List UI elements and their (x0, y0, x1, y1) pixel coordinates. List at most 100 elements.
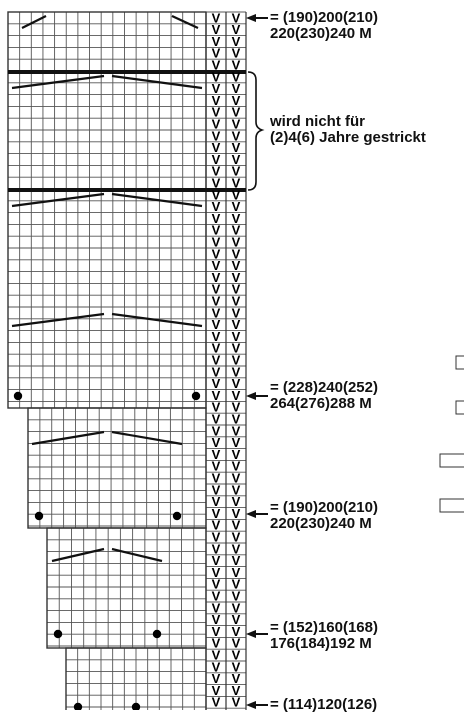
stitch-count-line1: = (190)200(210) (270, 499, 378, 516)
knit-v-symbol: V (212, 695, 221, 710)
section-outline (46, 527, 207, 649)
knit-v-symbol: V (212, 81, 221, 96)
curly-bracket (247, 71, 265, 191)
knit-v-symbol: V (212, 140, 221, 155)
knit-v-symbol: V (232, 294, 241, 309)
knit-v-symbol: V (212, 565, 221, 580)
knit-v-symbol: V (232, 199, 241, 214)
knit-v-symbol: V (212, 34, 221, 49)
decrease-line-right (171, 15, 199, 29)
decrease-line-right (111, 430, 183, 446)
knit-v-symbol: V (212, 329, 221, 344)
knit-v-symbol: V (212, 10, 221, 25)
dot-symbol (152, 629, 162, 639)
knit-v-symbol: V (232, 612, 241, 627)
knit-v-symbol: V (232, 81, 241, 96)
knit-v-symbol: V (212, 648, 221, 663)
section-dividers (8, 70, 246, 192)
decrease-line-left (11, 192, 105, 208)
knit-v-symbol: V (212, 459, 221, 474)
knit-v-symbol: V (212, 435, 221, 450)
arrow-head (246, 392, 256, 400)
knit-v-symbol: V (232, 93, 241, 108)
knit-v-symbol: V (232, 671, 241, 686)
knit-v-symbol: V (212, 553, 221, 568)
knit-v-symbol: V (232, 482, 241, 497)
knit-v-symbol: V (232, 541, 241, 556)
knit-v-symbol: V (232, 589, 241, 604)
knit-v-symbol: V (232, 341, 241, 356)
dot-symbol (34, 511, 44, 521)
knit-v-symbol: V (232, 695, 241, 710)
arrow-head (246, 510, 256, 518)
knit-v-symbol: V (212, 412, 221, 427)
knit-v-symbol: V (232, 235, 241, 250)
knit-v-symbol: V (232, 459, 241, 474)
knit-v-symbol: V (212, 164, 221, 179)
knit-v-symbol: V (232, 282, 241, 297)
legend-symbol-3 (439, 453, 464, 468)
bracket-note-line2: (2)4(6) Jahre gestrickt (270, 129, 426, 146)
knit-v-symbol: V (232, 624, 241, 639)
knit-v-symbol: V (212, 199, 221, 214)
decrease-line-left (51, 547, 105, 563)
knit-v-symbol: V (212, 258, 221, 273)
knit-v-symbol: V (212, 235, 221, 250)
decrease-lines (11, 15, 203, 563)
decrease-line-left (21, 15, 47, 29)
dot-symbol (13, 391, 23, 401)
knit-v-symbol: V (212, 223, 221, 238)
knit-v-symbol: V (232, 518, 241, 533)
knit-v-symbol: V (212, 388, 221, 403)
knit-v-symbol: V (232, 258, 241, 273)
dot-symbols (13, 391, 201, 710)
knit-v-symbol: V (212, 93, 221, 108)
knit-v-symbol: V (212, 22, 221, 37)
knit-v-symbol: V (232, 105, 241, 120)
knit-v-column: V VV VV VV VV VV VV VV VV VV VV VV VV VV VV VV VV VV VV VV V… (212, 10, 241, 709)
knit-v-symbol: V (232, 388, 241, 403)
knit-v-symbol: V (232, 46, 241, 61)
dot-symbol (131, 702, 141, 710)
knit-v-symbol: V (212, 105, 221, 120)
knit-v-symbol: V (232, 128, 241, 143)
knit-v-symbol: V (212, 187, 221, 202)
stitch-count-line1: = (228)240(252) (270, 379, 378, 396)
knit-v-symbol: V (212, 624, 221, 639)
stitch-count-line1: = (114)120(126) (270, 696, 378, 713)
knit-v-symbol: V (232, 471, 241, 486)
decrease-line-right (111, 74, 203, 90)
dot-symbol (73, 702, 83, 710)
knit-v-symbol: V (212, 305, 221, 320)
bracket-note: wird nicht für (2)4(6) Jahre gestrickt (270, 114, 426, 146)
stitch-count-label-2: = (228)240(252) 264(276)288 M (270, 380, 378, 412)
knit-v-symbol: V (232, 152, 241, 167)
stitch-count-line2: 176(184)192 M (270, 635, 372, 652)
knit-v-symbol: V (212, 612, 221, 627)
knit-v-symbol: V (232, 117, 241, 132)
knit-v-symbol: V (212, 494, 221, 509)
knit-v-symbol: V (212, 541, 221, 556)
legend-symbol-1 (455, 355, 464, 370)
section-outline (27, 407, 207, 529)
dot-symbol (53, 629, 63, 639)
knit-v-symbol: V (232, 506, 241, 521)
stitch-count-line1: = (190)200(210) (270, 9, 378, 26)
stitch-count-line2: 264(276)288 M (270, 395, 372, 412)
knit-v-symbol: V (232, 400, 241, 415)
knit-v-symbol: V (212, 246, 221, 261)
knit-v-symbol: V (212, 482, 221, 497)
knit-v-symbol: V (232, 376, 241, 391)
knit-v-symbol: V (212, 471, 221, 486)
knit-v-symbol: V (232, 270, 241, 285)
decrease-line-left (11, 74, 105, 90)
knit-v-symbol: V (212, 518, 221, 533)
knit-v-symbol: V (212, 600, 221, 615)
legend-symbol-2 (455, 400, 464, 415)
knit-v-symbol: V (212, 577, 221, 592)
knit-v-symbol: V (232, 140, 241, 155)
bracket-note-line1: wird nicht für (270, 113, 365, 130)
knit-v-symbol: V (232, 577, 241, 592)
knit-v-symbol: V (232, 600, 241, 615)
